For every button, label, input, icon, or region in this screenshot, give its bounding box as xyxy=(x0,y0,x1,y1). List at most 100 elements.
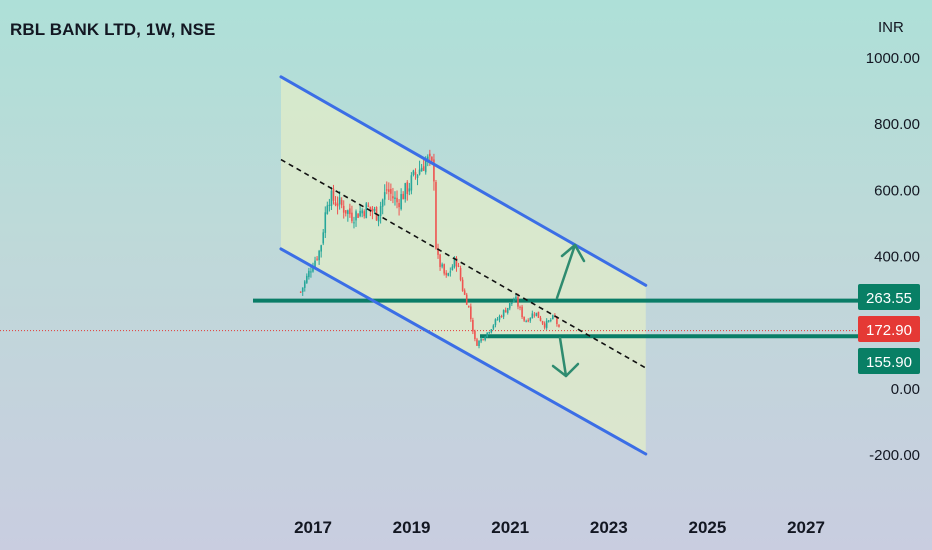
candle xyxy=(486,332,489,338)
candle xyxy=(474,329,476,342)
candle xyxy=(392,187,394,204)
candle xyxy=(322,228,325,246)
candle xyxy=(547,320,550,323)
candle xyxy=(418,160,421,176)
candle xyxy=(467,305,470,308)
candle xyxy=(328,198,331,212)
candle xyxy=(472,317,474,335)
candle xyxy=(506,307,509,315)
candle xyxy=(435,179,437,250)
channel-upper-line xyxy=(279,75,648,287)
candle xyxy=(543,321,546,330)
candle xyxy=(443,263,445,276)
candle xyxy=(437,243,439,259)
candles-layer xyxy=(299,149,560,349)
candle xyxy=(349,203,351,218)
candle xyxy=(316,256,318,261)
candle xyxy=(332,184,335,205)
x-tick-label: 2027 xyxy=(787,518,825,537)
arrow-down xyxy=(551,336,580,378)
candle xyxy=(480,337,482,344)
candle xyxy=(490,328,493,334)
candle xyxy=(306,273,308,284)
candle xyxy=(517,293,519,310)
price-badge: 172.90 xyxy=(858,316,920,342)
x-tick-label: 2023 xyxy=(590,518,628,537)
candle xyxy=(558,324,560,328)
candle xyxy=(342,200,345,219)
x-axis: 2017 2019 2021 2023 2025 2027 xyxy=(294,518,825,537)
candle xyxy=(334,196,337,207)
candle xyxy=(484,336,486,342)
candle xyxy=(351,205,353,224)
candle xyxy=(400,188,402,211)
candle xyxy=(455,256,458,272)
channel-area xyxy=(280,76,646,454)
candle xyxy=(420,163,423,172)
candle xyxy=(500,314,503,318)
y-tick-label: 0.00 xyxy=(891,381,920,398)
candle xyxy=(445,270,448,278)
candle xyxy=(537,311,540,318)
channel-lower-line xyxy=(279,247,648,456)
candle xyxy=(361,208,363,218)
candle xyxy=(408,182,411,196)
chart-title: RBL BANK LTD, 1W, NSE xyxy=(10,20,216,39)
candle xyxy=(398,199,400,216)
candle xyxy=(390,183,392,202)
candle xyxy=(357,213,359,219)
svg-text:172.90: 172.90 xyxy=(866,322,912,339)
candle xyxy=(527,318,530,323)
price-badge: 263.55 xyxy=(858,284,920,310)
x-tick-label: 2021 xyxy=(491,518,529,537)
price-badge: 155.90 xyxy=(858,348,920,374)
candle xyxy=(502,309,505,320)
y-axis-unit: INR xyxy=(878,19,904,36)
candle xyxy=(478,340,480,349)
arrow-up xyxy=(555,243,586,300)
candle xyxy=(414,168,417,180)
candle xyxy=(529,317,532,323)
y-axis: INR 1000.00 800.00 600.00 400.00 0.00 -200.00 xyxy=(866,19,920,464)
candle xyxy=(470,303,472,322)
candle xyxy=(318,249,320,265)
channel-mid-line xyxy=(280,158,647,369)
candle xyxy=(347,209,349,222)
candle xyxy=(326,201,329,215)
candle xyxy=(533,311,536,318)
candle xyxy=(439,253,441,271)
candle xyxy=(488,331,491,334)
candle xyxy=(404,182,407,203)
candle xyxy=(324,206,327,238)
candle xyxy=(449,267,452,277)
candle xyxy=(359,204,361,218)
candle xyxy=(508,303,511,311)
candle xyxy=(511,302,513,307)
candle xyxy=(340,197,343,209)
candle xyxy=(406,180,409,201)
candle xyxy=(308,267,310,280)
candle xyxy=(412,169,415,177)
candle xyxy=(353,216,355,229)
candle xyxy=(441,262,443,269)
y-tick-label: 800.00 xyxy=(874,116,920,133)
candle xyxy=(463,288,466,296)
candle xyxy=(385,181,388,195)
x-tick-label: 2017 xyxy=(294,518,332,537)
candle xyxy=(383,184,386,206)
candle xyxy=(299,291,302,294)
svg-text:263.55: 263.55 xyxy=(866,290,912,307)
candle xyxy=(410,172,413,195)
candle xyxy=(482,339,484,341)
candle xyxy=(541,320,544,326)
candle xyxy=(416,174,419,186)
candle xyxy=(476,337,478,346)
candle xyxy=(330,186,333,211)
candle xyxy=(535,312,538,317)
price-badges: 263.55 172.90 155.90 xyxy=(858,284,920,374)
candle xyxy=(377,215,380,227)
arrows-layer xyxy=(551,243,586,378)
svg-text:155.90: 155.90 xyxy=(866,354,912,371)
candle xyxy=(552,314,554,320)
